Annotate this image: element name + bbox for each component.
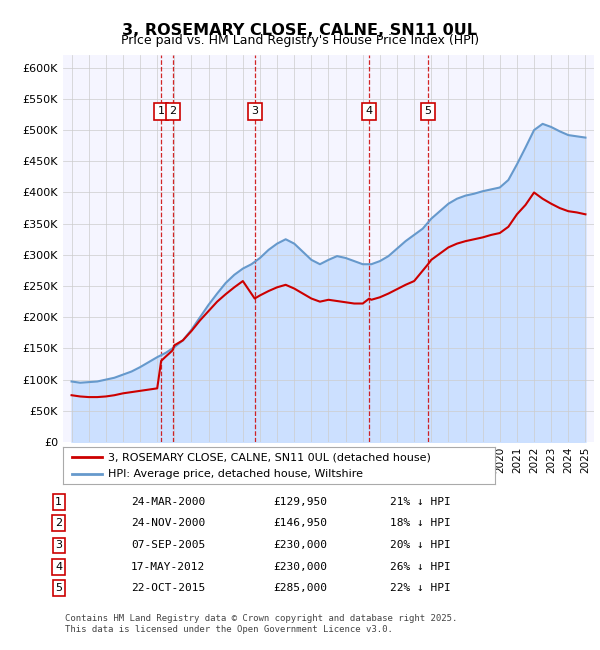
Text: £230,000: £230,000 (273, 540, 327, 551)
Text: 24-NOV-2000: 24-NOV-2000 (131, 518, 205, 528)
Text: 2: 2 (169, 107, 176, 116)
Text: 3, ROSEMARY CLOSE, CALNE, SN11 0UL (detached house): 3, ROSEMARY CLOSE, CALNE, SN11 0UL (deta… (109, 452, 431, 462)
Text: 5: 5 (55, 583, 62, 593)
Text: 3: 3 (251, 107, 258, 116)
Text: 5: 5 (425, 107, 431, 116)
Text: 17-MAY-2012: 17-MAY-2012 (131, 562, 205, 572)
Text: 18% ↓ HPI: 18% ↓ HPI (389, 518, 451, 528)
Text: 2: 2 (55, 518, 62, 528)
Text: 4: 4 (55, 562, 62, 572)
Text: Price paid vs. HM Land Registry's House Price Index (HPI): Price paid vs. HM Land Registry's House … (121, 34, 479, 47)
Text: 24-MAR-2000: 24-MAR-2000 (131, 497, 205, 507)
Text: 1: 1 (55, 497, 62, 507)
Text: HPI: Average price, detached house, Wiltshire: HPI: Average price, detached house, Wilt… (109, 469, 364, 478)
Text: 07-SEP-2005: 07-SEP-2005 (131, 540, 205, 551)
Text: 20% ↓ HPI: 20% ↓ HPI (389, 540, 451, 551)
Text: 22-OCT-2015: 22-OCT-2015 (131, 583, 205, 593)
Text: £285,000: £285,000 (273, 583, 327, 593)
Text: £230,000: £230,000 (273, 562, 327, 572)
Text: 1: 1 (158, 107, 164, 116)
Text: 21% ↓ HPI: 21% ↓ HPI (389, 497, 451, 507)
Text: Contains HM Land Registry data © Crown copyright and database right 2025.
This d: Contains HM Land Registry data © Crown c… (65, 614, 457, 634)
Text: 4: 4 (366, 107, 373, 116)
Text: £146,950: £146,950 (273, 518, 327, 528)
Text: £129,950: £129,950 (273, 497, 327, 507)
Text: 3, ROSEMARY CLOSE, CALNE, SN11 0UL: 3, ROSEMARY CLOSE, CALNE, SN11 0UL (122, 23, 478, 38)
Text: 3: 3 (55, 540, 62, 551)
Text: 22% ↓ HPI: 22% ↓ HPI (389, 583, 451, 593)
Text: 26% ↓ HPI: 26% ↓ HPI (389, 562, 451, 572)
